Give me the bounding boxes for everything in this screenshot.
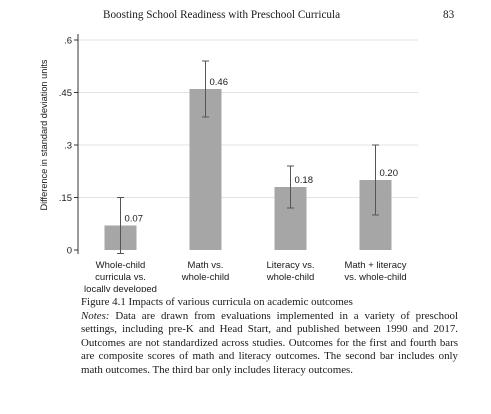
x-tick-label: Literacy vs. <box>266 260 314 271</box>
page-number: 83 <box>443 9 455 21</box>
figure-title: Figure 4.1 Impacts of various curricula … <box>81 296 353 308</box>
data-label: 0.07 <box>125 214 144 225</box>
figure-notes: Notes: Data are drawn from evaluations i… <box>81 310 458 378</box>
x-tick-label: Math vs. <box>188 260 224 271</box>
y-axis-label: Difference in standard deviation units <box>39 59 49 210</box>
x-tick-label: locally developed <box>84 284 157 292</box>
x-tick-label: whole-child <box>181 272 230 283</box>
data-label: 0.18 <box>295 175 314 186</box>
figure-caption: Figure 4.1 Impacts of various curricula … <box>81 296 458 378</box>
x-tick-label: whole-child <box>266 272 315 283</box>
bar-chart: 0 .15 .3 .45 .6 Difference in standard deviat… <box>39 34 418 292</box>
notes-text: Data are drawn from evaluations implemen… <box>81 309 458 376</box>
notes-label: Notes: <box>81 309 110 322</box>
y-tick-label: .6 <box>64 36 72 47</box>
running-title: Boosting School Readiness with Preschool… <box>103 9 341 21</box>
x-tick-label: curricula vs. <box>95 272 146 283</box>
data-label: 0.46 <box>210 77 229 88</box>
y-tick-label: .45 <box>59 88 72 99</box>
x-tick-label: Whole-child <box>96 260 146 271</box>
y-tick-label: .15 <box>59 193 72 204</box>
x-tick-label: Math + literacy <box>344 260 406 271</box>
data-label: 0.20 <box>380 168 399 179</box>
y-tick-label: 0 <box>67 246 72 257</box>
y-tick-label: .3 <box>64 141 72 152</box>
x-tick-label: vs. whole-child <box>344 272 406 283</box>
